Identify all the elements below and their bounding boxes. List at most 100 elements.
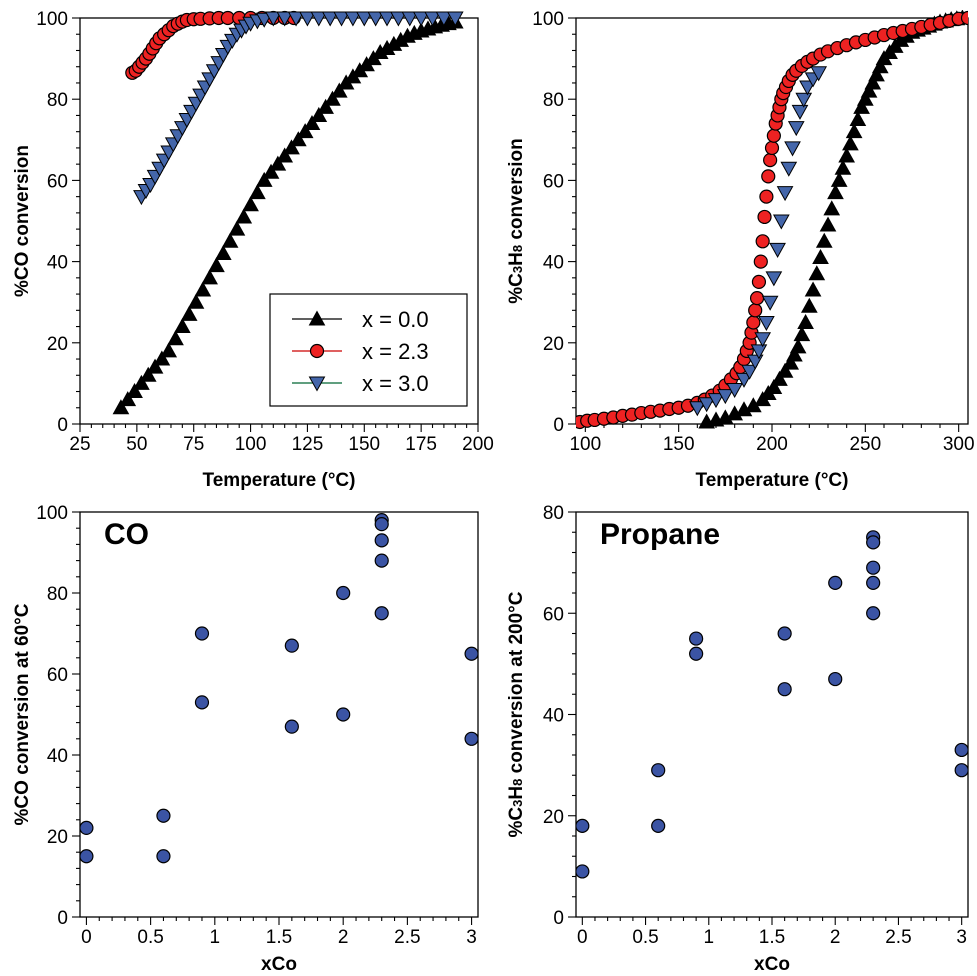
data-point <box>716 389 734 405</box>
x-axis-title: Temperature (°C) <box>696 470 849 491</box>
x-tick-label: 0 <box>577 927 588 948</box>
y-tick-label: 20 <box>543 807 564 828</box>
series-1 <box>576 10 968 430</box>
y-axis-title-part: %C <box>506 273 527 304</box>
data-point <box>842 135 859 151</box>
x-axis-title: Temperature (°C) <box>203 470 356 491</box>
chart-p1: 25 50 75 100 125 150 175 200 0 20 40 60 80 100 Tempera… <box>12 9 494 491</box>
x-tick-label: 100 <box>569 434 601 455</box>
data-point <box>726 382 744 399</box>
data-layer <box>576 530 968 879</box>
data-point <box>864 74 882 90</box>
data-point <box>771 370 788 386</box>
data-point <box>412 11 430 27</box>
y-axis-title-part: conversion at 200°C <box>506 591 527 778</box>
data-layer <box>112 10 464 415</box>
data-point <box>303 115 321 131</box>
data-point <box>860 82 878 98</box>
y-tick-label: 80 <box>47 584 68 605</box>
y-axis-title: %CO conversion <box>12 145 33 297</box>
data-point <box>201 269 218 285</box>
data-point <box>838 147 856 163</box>
data-point <box>751 274 767 289</box>
data-point <box>799 80 816 96</box>
data-point <box>866 575 881 590</box>
data-point <box>576 864 590 879</box>
y-tick-label: 100 <box>36 503 68 524</box>
data-point <box>772 214 790 230</box>
data-point <box>849 110 867 126</box>
data-point <box>160 342 178 358</box>
data-point <box>766 128 781 143</box>
y-tick-label: 60 <box>47 171 68 192</box>
y-tick-label: 20 <box>543 334 564 355</box>
x-tick-label: 75 <box>183 434 204 455</box>
y-tick-label: 100 <box>532 9 564 30</box>
data-point <box>330 82 348 98</box>
data-point <box>830 171 848 187</box>
y-tick-label: 0 <box>57 908 68 929</box>
data-point <box>336 585 351 601</box>
data-point <box>146 358 164 374</box>
data-point <box>317 98 334 114</box>
data-point <box>296 123 314 139</box>
data-layer <box>80 512 478 864</box>
data-point <box>871 58 889 74</box>
data-point <box>795 92 813 108</box>
x-tick-label: 250 <box>849 434 881 455</box>
data-point <box>344 11 362 27</box>
x-tick-label: 2 <box>338 927 349 948</box>
data-point <box>180 305 198 321</box>
x-tick-label: 25 <box>69 434 90 455</box>
data-point <box>759 189 774 204</box>
legend-marker <box>308 310 326 326</box>
data-point <box>208 257 225 273</box>
legend-label: x = 2.3 <box>362 339 429 364</box>
data-point <box>784 141 801 157</box>
data-point <box>812 249 829 265</box>
data-point <box>299 11 316 27</box>
data-point <box>446 11 464 27</box>
data-point <box>764 140 780 156</box>
data-point <box>287 11 305 27</box>
data-point <box>355 11 373 27</box>
data-point <box>776 362 794 378</box>
data-point <box>758 316 775 332</box>
data-point <box>866 560 881 575</box>
data-point <box>749 291 765 306</box>
x-tick-label: 2.5 <box>885 927 911 948</box>
x-tick-label: 50 <box>126 434 147 455</box>
x-axis-title: xCo <box>754 954 790 975</box>
data-point <box>80 820 94 835</box>
x-tick-label: 150 <box>663 434 695 455</box>
data-point <box>139 366 157 382</box>
data-point <box>776 186 794 202</box>
data-point <box>761 169 776 184</box>
data-point <box>374 517 389 532</box>
data-point <box>187 293 205 309</box>
x-axis-title: xCo <box>261 954 297 975</box>
data-point <box>424 11 441 27</box>
y-axis-title: %C3H8 conversion <box>506 138 527 303</box>
series-2 <box>688 66 828 417</box>
data-point <box>960 10 968 26</box>
data-point <box>276 147 294 163</box>
data-point <box>746 315 761 330</box>
data-point <box>262 163 280 179</box>
data-point <box>221 232 239 248</box>
data-point <box>827 184 844 200</box>
y-axis-title-part: 8 <box>510 779 525 786</box>
data-point <box>780 161 798 177</box>
x-tick-label: 2 <box>830 927 841 948</box>
legend: x = 0.0 x = 2.3 x = 3.0 <box>269 293 468 407</box>
x-tick-label: 0.5 <box>632 927 658 948</box>
panel-annotation: CO <box>104 518 149 551</box>
y-tick-label: 80 <box>47 90 68 111</box>
data-point <box>755 234 770 249</box>
data-point <box>777 682 792 697</box>
y-tick-label: 0 <box>553 415 564 436</box>
data-point <box>856 90 874 106</box>
x-tick-label: 1.5 <box>266 927 292 948</box>
data-point <box>741 364 758 380</box>
